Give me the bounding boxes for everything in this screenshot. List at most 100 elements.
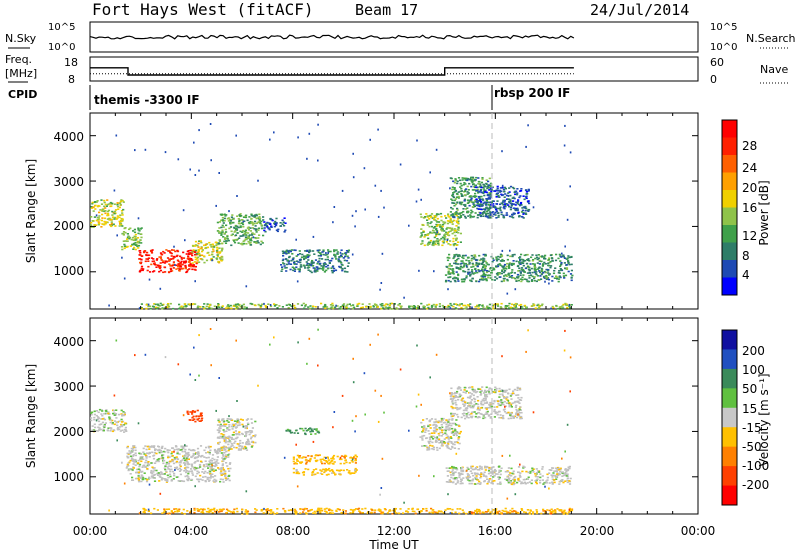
velocity-cell-1 [130,473,132,475]
power-cell-0 [104,213,106,215]
velocity-cell-1 [195,476,197,478]
velocity-cell-0 [121,426,123,428]
power-cell-10 [457,263,459,265]
power-y-ticks: 1000 2000 3000 4000 [53,130,84,278]
power-cell-3 [195,241,197,243]
power-cell-8 [469,178,471,180]
velocity-cell-8 [542,479,544,481]
power-cell-7 [452,223,454,225]
velocity-cell-9 [515,409,517,411]
power-cell-4 [228,228,230,230]
power-speck [253,236,255,238]
velocity-cell-7 [455,432,457,434]
power-cell-4 [224,218,226,220]
power-cell-8 [451,189,453,191]
velocity-cell-9 [471,393,473,395]
power-cell-11 [145,308,147,310]
power-cell-10 [467,257,469,259]
power-cell-9 [483,212,485,214]
power-cell-9 [518,197,520,199]
power-cell-0 [103,200,105,202]
velocity-cell-8 [477,473,479,475]
velocity-cell-1 [126,467,128,469]
velocity-cell-1 [200,461,202,463]
velocity-cell-1 [173,473,175,475]
power-cell-11 [282,306,284,308]
power-cell-11 [423,305,425,307]
power-colorbar-ticks: 4 8 12 16 20 24 28 [742,139,757,282]
velocity-cell-2 [235,438,237,440]
power-cell-10 [517,274,519,276]
power-speck [418,189,420,191]
power-cell-11 [206,306,208,308]
power-speck [564,246,566,248]
power-cell-4 [238,221,240,223]
velocity-cell-1 [140,453,142,455]
power-cell-11 [274,305,276,307]
power-cell-1 [126,238,128,240]
power-cell-1 [134,232,136,234]
velocity-cell-8 [498,478,500,480]
power-cell-2 [139,250,141,252]
velocity-cell-1 [155,453,157,455]
power-cell-4 [227,238,229,240]
power-cell-3 [212,250,214,252]
power-cell-7 [427,222,429,224]
velocity-cell-1 [227,454,229,456]
power-cell-3 [215,242,217,244]
power-speck [364,167,366,169]
power-colorbar-swatch [722,190,737,208]
power-cell-8 [483,188,485,190]
power-cell-7 [457,222,459,224]
velocity-cell-2 [251,430,253,432]
velocity-cell-2 [254,442,256,444]
power-cell-7 [439,224,441,226]
velocity-cell-3 [299,428,301,430]
power-cell-10 [495,266,497,268]
power-cell-8 [462,179,464,181]
velocity-cell-8 [519,480,521,482]
power-speck [569,304,571,306]
velocity-cell-8 [472,480,474,482]
power-cell-4 [240,243,242,245]
power-cell-0 [93,210,95,212]
power-cell-2 [144,250,146,252]
power-cell-1 [132,248,134,250]
velocity-cell-0 [90,417,92,419]
power-cell-4 [258,234,260,236]
power-cell-10 [568,264,570,266]
velocity-cell-3 [303,430,305,432]
velocity-cell-0 [114,420,116,422]
velocity-cell-9 [464,389,466,391]
power-cell-4 [218,227,220,229]
power-cell-10 [484,254,486,256]
power-cell-7 [452,221,454,223]
velocity-cell-7 [433,427,435,429]
power-cell-9 [521,216,523,218]
velocity-cell-2 [232,445,234,447]
power-speck [145,149,147,151]
power-cell-6 [288,263,290,265]
power-cell-2 [138,258,140,260]
velocity-cell-1 [177,469,179,471]
velocity-cell-8 [542,483,544,485]
power-cell-7 [442,224,444,226]
velocity-cell-8 [468,480,470,482]
velocity-cell-7 [455,424,457,426]
velocity-cell-2 [238,448,240,450]
velocity-cell-5 [300,462,302,464]
power-cell-10 [445,274,447,276]
velocity-cell-8 [471,473,473,475]
velocity-cell-1 [227,456,229,458]
power-cell-7 [447,223,449,225]
power-cell-9 [511,205,513,207]
power-cell-8 [489,178,491,180]
velocity-cell-1 [164,465,166,467]
power-cell-8 [455,212,457,214]
power-cell-8 [452,181,454,183]
velocity-cell-2 [223,424,225,426]
power-cell-11 [460,307,462,309]
velocity-cell-1 [202,476,204,478]
freq-left-tick-top: 18 [64,56,78,69]
power-cell-2 [162,272,164,274]
